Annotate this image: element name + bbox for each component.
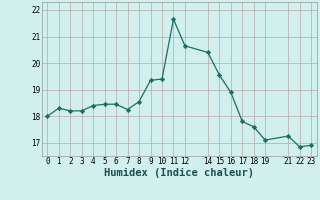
X-axis label: Humidex (Indice chaleur): Humidex (Indice chaleur)	[104, 168, 254, 178]
